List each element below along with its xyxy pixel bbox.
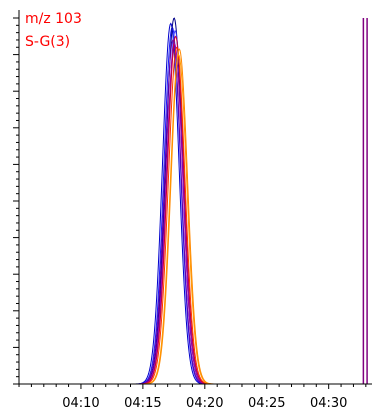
series-line-9	[19, 48, 372, 385]
annotation-mz: m/z 103	[25, 11, 82, 27]
y-tick-layer	[13, 17, 19, 385]
series-layer	[19, 17, 372, 385]
x-tick-label: 04:20	[186, 396, 223, 411]
x-tick-label: 04:30	[310, 396, 347, 411]
axis-layer	[18, 10, 372, 385]
x-tick-layer: 04:10 04:15 04:20 04:25 04:30	[18, 384, 367, 411]
marker-layer	[362, 18, 368, 384]
annotation-smoothing: S-G(3)	[25, 34, 70, 50]
x-tick-label: 04:15	[124, 396, 161, 411]
x-tick-label: 04:25	[248, 396, 285, 411]
x-tick-label: 04:10	[62, 396, 99, 411]
